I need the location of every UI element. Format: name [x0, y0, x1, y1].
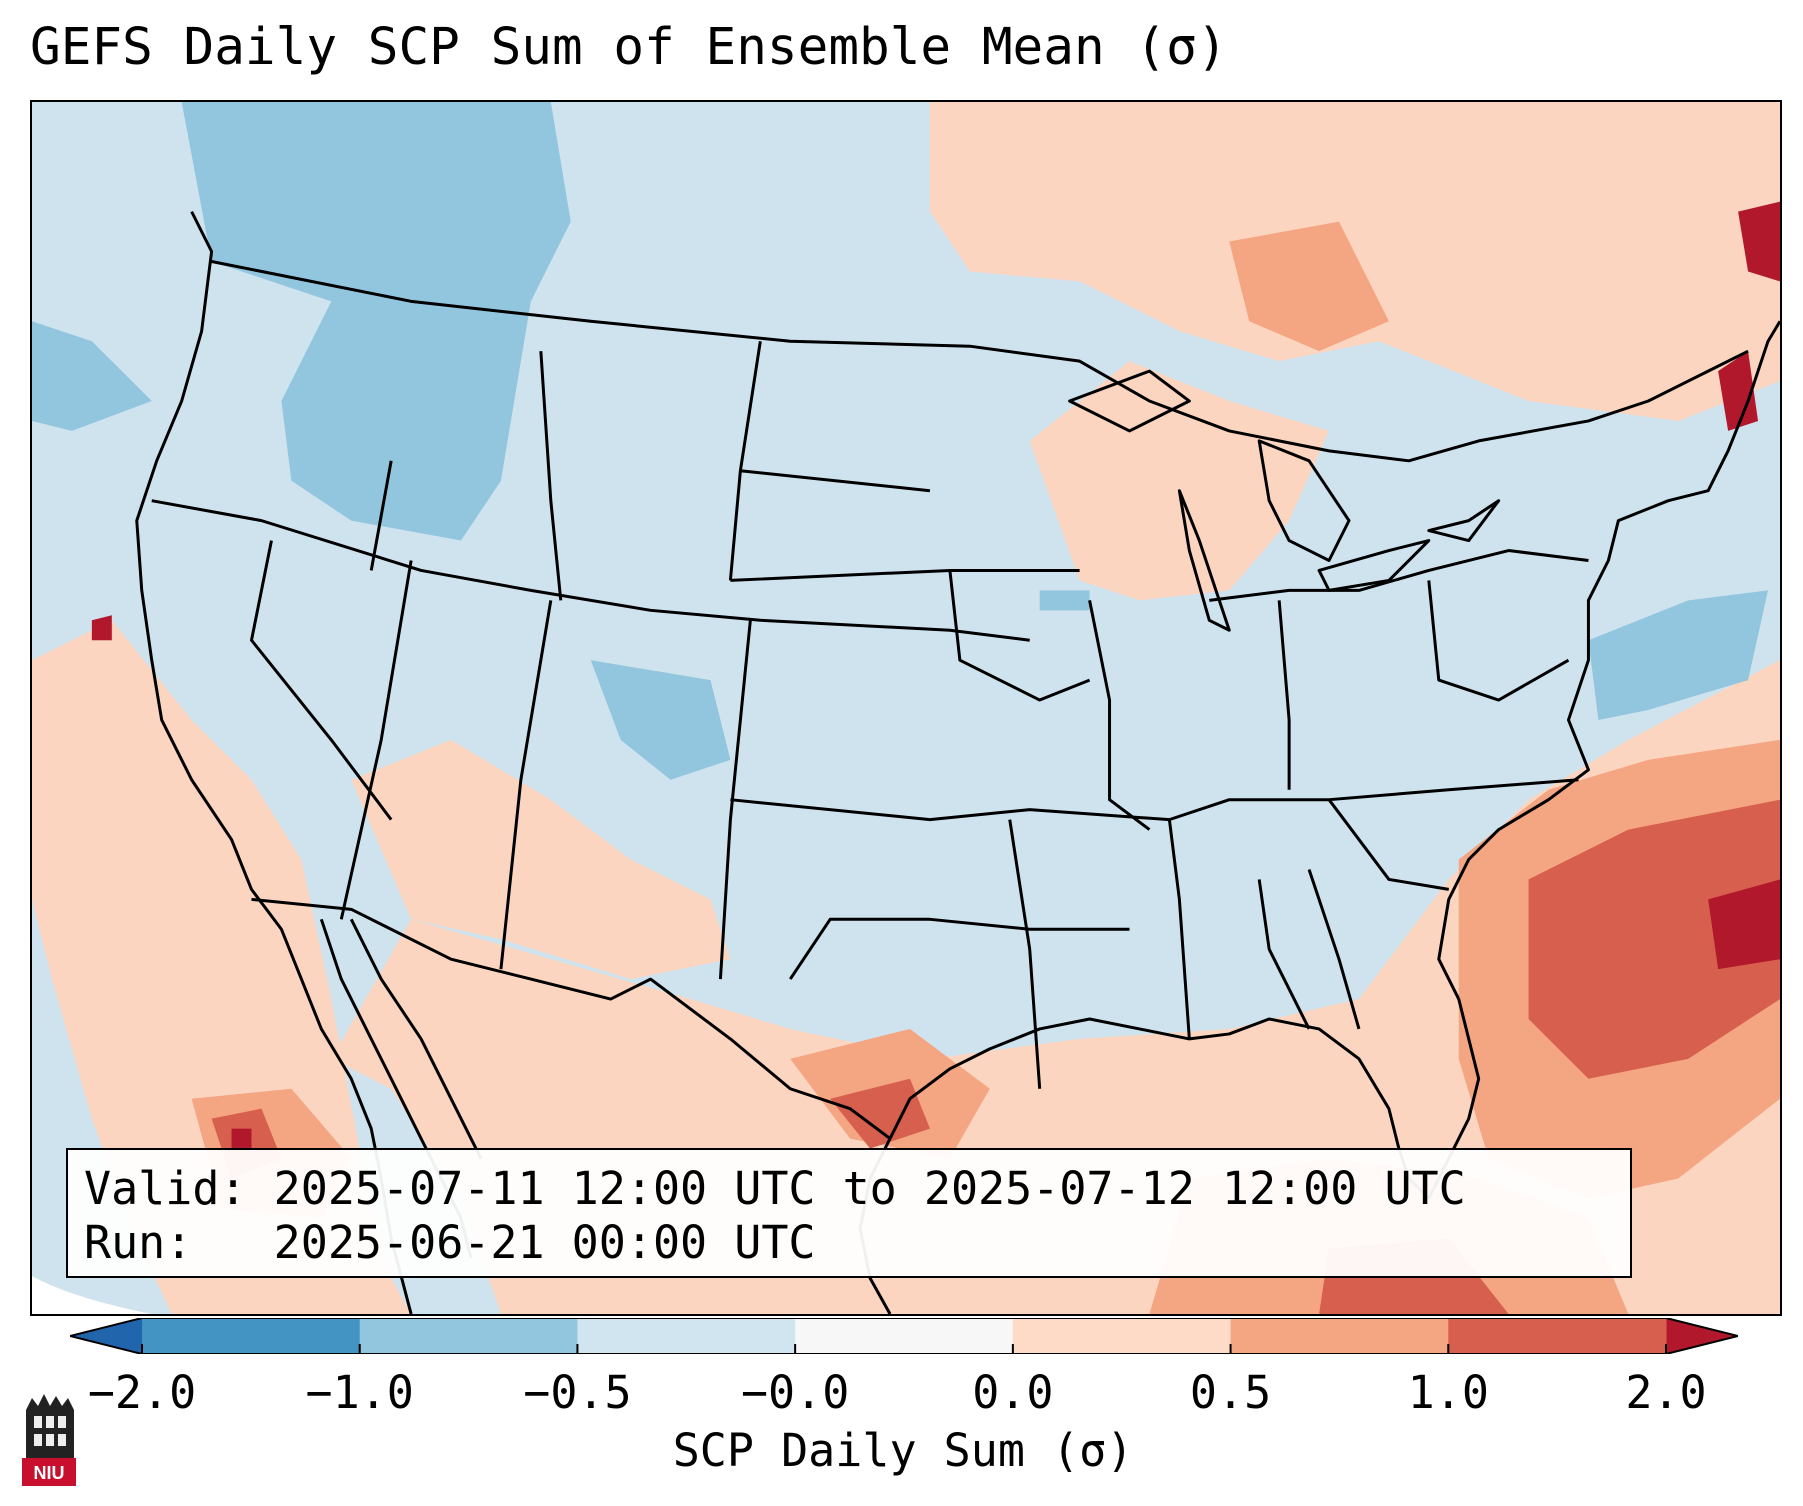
run-label: Run:: [84, 1216, 193, 1269]
valid-time-range: 2025-07-11 12:00 UTC to 2025-07-12 12:00…: [273, 1162, 1466, 1215]
colorbar-extend-max: [1666, 1318, 1738, 1354]
colorbar-tick-label: −0.5: [523, 1366, 632, 1419]
neg-anomaly-iowa: [1039, 590, 1090, 611]
neg-anomaly-atlantic: [1588, 590, 1769, 720]
colorbar-tick-label: −0.0: [740, 1366, 850, 1419]
us-canada-border: [211, 260, 1749, 463]
pos-high-gulf: [830, 1078, 930, 1149]
colorbar-tick-label: 2.0: [1625, 1366, 1707, 1419]
colorbar-tick-label: 0.0: [972, 1366, 1054, 1419]
colorbar-bin: [142, 1318, 361, 1354]
colorbar-bin: [1448, 1318, 1667, 1354]
neg-anomaly-colorado: [590, 660, 731, 780]
great-lakes: [1068, 369, 1501, 632]
mexico-west-coast: [349, 918, 483, 1160]
gulf-coast: [888, 1017, 1430, 1200]
map-title: GEFS Daily SCP Sum of Ensemble Mean (σ): [30, 18, 1228, 77]
logo-banner: [22, 1458, 76, 1486]
map-panel[interactable]: [30, 100, 1782, 1316]
colorbar-tick-label: 1.0: [1407, 1366, 1489, 1419]
pos-max-newengland: [1718, 201, 1780, 431]
pos-high-atlantic: [1528, 799, 1780, 1079]
boundaries: [135, 210, 1780, 1314]
colorbar-tick-label: 0.5: [1189, 1366, 1272, 1419]
state-lines-central: [730, 469, 1170, 1089]
us-mexico-border: [251, 897, 891, 1140]
valid-label: Valid:: [84, 1162, 247, 1215]
colorbar-tick-label: −2.0: [87, 1366, 197, 1419]
colorbar-bin: [795, 1318, 1014, 1354]
projection-edge: [32, 1276, 152, 1314]
niu-logo: NIU: [22, 1394, 76, 1486]
pos-anomaly-southwest: [351, 739, 731, 980]
neg-anomaly-pacific-nw: [32, 321, 152, 431]
east-coast: [1437, 320, 1780, 1000]
neg-anomaly-northwest: [181, 102, 571, 541]
scp-map: [32, 102, 1780, 1314]
scp-shading: [32, 102, 1780, 1314]
pos-mid-canada: [1229, 221, 1389, 352]
colorbar-bin: [359, 1318, 578, 1354]
pos-max-atlantic: [1708, 879, 1780, 970]
run-time: 2025-06-21 00:00 UTC: [273, 1216, 816, 1269]
colorbar-tick-label: −1.0: [305, 1366, 414, 1419]
colorbar-bin: [577, 1318, 796, 1354]
west-coastline: [135, 210, 413, 1314]
colorbar-bin: [1230, 1318, 1449, 1354]
state-lines-east: [1088, 549, 1589, 1040]
colorbar-label: SCP Daily Sum (σ): [672, 1424, 1134, 1477]
colorbar-bin: [1012, 1318, 1232, 1354]
state-lines-west: [151, 340, 1030, 980]
colorbar-extend-min: [70, 1318, 142, 1354]
pos-anomaly-greatlakes: [1029, 361, 1330, 601]
colorbar: [70, 1318, 1738, 1354]
validity-info-box: Valid: 2025-07-11 12:00 UTC to 2025-07-1…: [66, 1148, 1632, 1278]
logo-text: NIU: [34, 1463, 65, 1483]
